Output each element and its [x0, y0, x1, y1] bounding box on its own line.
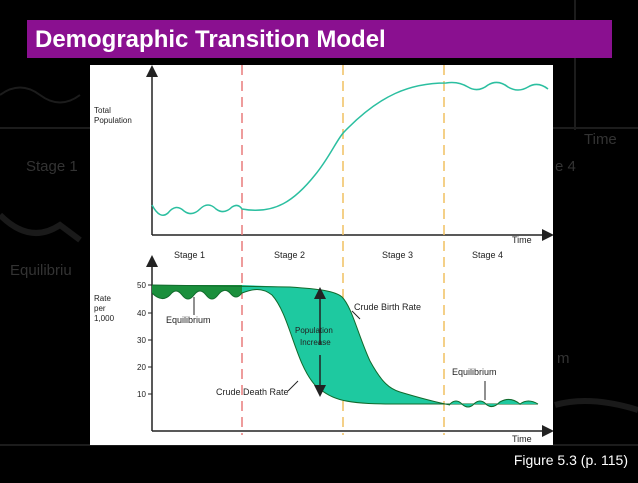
background-equilibrium-fragment: Equilibriu: [10, 262, 72, 279]
crude-birth-rate-pointer: [351, 310, 361, 320]
stage-label-3: Stage 3: [382, 250, 413, 260]
annotation-crude-birth-rate: Crude Birth Rate: [354, 302, 421, 312]
crude-death-rate-pointer: [287, 380, 299, 392]
figure-caption: Figure 5.3 (p. 115): [513, 452, 628, 468]
background-stage1-label: Stage 1: [26, 158, 78, 175]
annotation-population-line2: Increase: [300, 338, 331, 347]
stage-label-1: Stage 1: [174, 250, 205, 260]
annotation-crude-death-rate: Crude Death Rate: [216, 387, 289, 397]
ytick-label-40: 40: [137, 309, 146, 318]
ytick-label-20: 20: [137, 363, 146, 372]
top-ylabel-line2: Population: [94, 116, 132, 125]
annotation-equilibrium-left: Equilibrium: [166, 315, 211, 325]
bottom-ylabel-line3: 1,000: [94, 314, 115, 323]
ytick-label-10: 10: [137, 390, 146, 399]
top-xlabel: Time: [512, 235, 532, 245]
slide-title: Demographic Transition Model: [27, 20, 612, 58]
background-m-fragment: m: [557, 350, 570, 367]
background-time-label: Time: [584, 131, 617, 148]
background-stage4-fragment: e 4: [555, 158, 576, 175]
annotation-equilibrium-right: Equilibrium: [452, 367, 497, 377]
top-ylabel-line1: Total: [94, 106, 111, 115]
population-increase-fill: [242, 285, 538, 407]
ytick-label-50: 50: [137, 281, 146, 290]
stage-label-4: Stage 4: [472, 250, 503, 260]
crude-death-rate-curve: [151, 289, 538, 405]
stage-label-2: Stage 2: [274, 250, 305, 260]
crude-birth-rate-curve: [151, 284, 451, 406]
figure-svg: Total Population Time Stage 1 Stage 2 St…: [94, 65, 553, 444]
bottom-ylabel-line1: Rate: [94, 294, 111, 303]
annotation-population-line1: Population: [295, 326, 333, 335]
total-population-curve: [151, 81, 549, 216]
demographic-transition-figure: Total Population Time Stage 1 Stage 2 St…: [90, 65, 553, 445]
bottom-ylabel-line2: per: [94, 304, 106, 313]
ytick-label-30: 30: [137, 336, 146, 345]
stage4-equilibrium-wave: [449, 398, 539, 408]
bottom-xlabel: Time: [512, 434, 532, 444]
